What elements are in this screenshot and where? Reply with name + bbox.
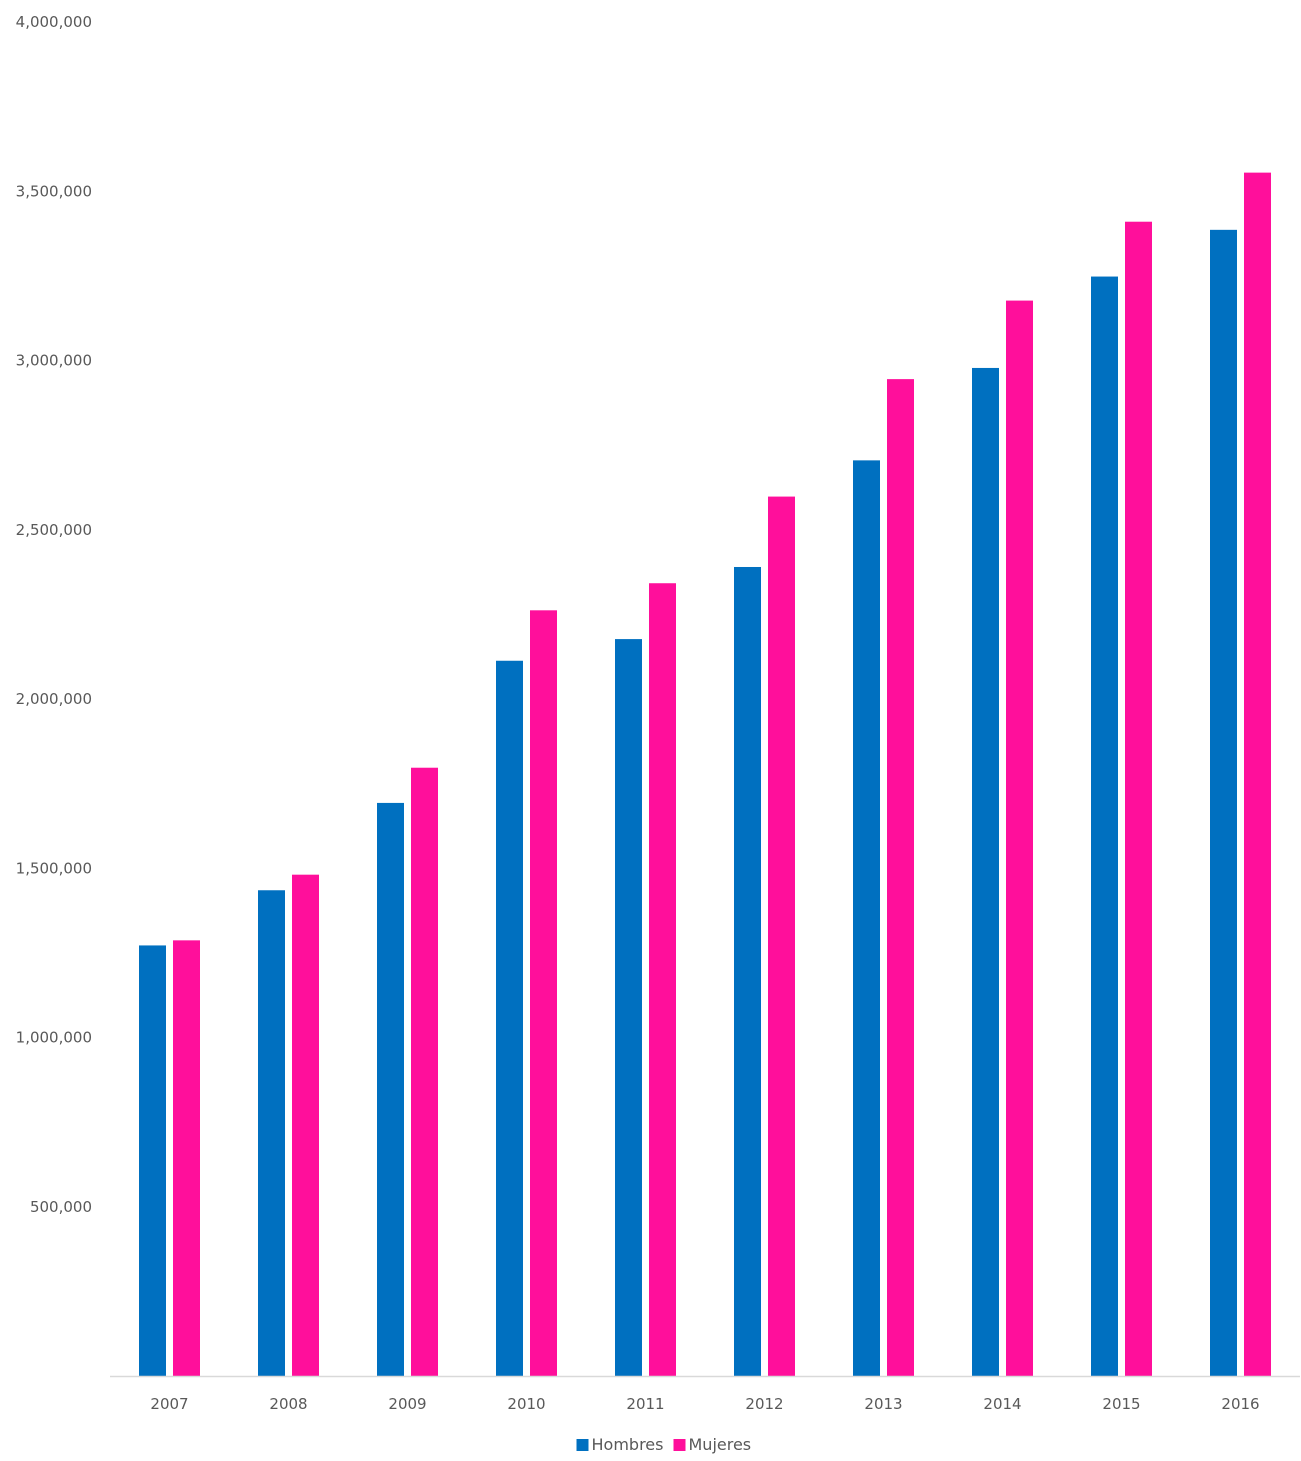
legend-swatch-mujeres — [673, 1439, 686, 1451]
x-tick-label: 2015 — [1102, 1395, 1140, 1413]
y-tick-label: 4,000,000 — [16, 13, 92, 31]
bar-hombres-2009 — [377, 802, 404, 1376]
bar-hombres-2013 — [853, 460, 880, 1376]
y-tick-label: 3,000,000 — [16, 352, 92, 370]
bar-mujeres-2016 — [1244, 172, 1271, 1376]
bar-mujeres-2008 — [292, 874, 319, 1376]
bar-mujeres-2009 — [411, 767, 438, 1376]
y-axis-tick-labels: 500,000 1,000,000 1,500,000 2,000,000 2,500,… — [16, 13, 92, 1216]
bar-mujeres-2010 — [530, 610, 557, 1376]
bar-hombres-2010 — [496, 660, 523, 1376]
bar-mujeres-2014 — [1006, 300, 1033, 1377]
x-tick-label: 2011 — [626, 1395, 664, 1413]
bar-hombres-2008 — [258, 890, 285, 1376]
x-tick-label: 2007 — [150, 1395, 188, 1413]
legend-label-mujeres: Mujeres — [689, 1435, 752, 1454]
bar-hombres-2011 — [615, 639, 642, 1376]
x-tick-label: 2010 — [507, 1395, 545, 1413]
x-tick-label: 2014 — [983, 1395, 1021, 1413]
y-tick-label: 500,000 — [30, 1198, 92, 1216]
x-tick-label: 2013 — [864, 1395, 902, 1413]
y-tick-label: 3,500,000 — [16, 182, 92, 200]
x-axis-tick-labels: 2007 2008 2009 2010 2011 2012 2013 2014 2015 2016 — [150, 1395, 1259, 1413]
bar-mujeres-2011 — [649, 583, 676, 1376]
bar-mujeres-2012 — [768, 496, 795, 1377]
y-tick-label: 2,500,000 — [16, 521, 92, 539]
x-tick-label: 2012 — [745, 1395, 783, 1413]
bar-hombres-2012 — [734, 566, 761, 1376]
y-tick-label: 1,500,000 — [16, 859, 92, 877]
bars — [139, 172, 1271, 1377]
bar-hombres-2015 — [1091, 276, 1118, 1376]
x-tick-label: 2008 — [269, 1395, 307, 1413]
y-tick-label: 1,000,000 — [16, 1029, 92, 1047]
bar-hombres-2014 — [972, 367, 999, 1376]
bar-mujeres-2007 — [173, 940, 200, 1376]
bar-hombres-2007 — [139, 945, 166, 1376]
bar-mujeres-2015 — [1125, 221, 1152, 1377]
bar-hombres-2016 — [1210, 229, 1237, 1377]
legend: Hombres Mujeres — [576, 1435, 752, 1454]
legend-swatch-hombres — [576, 1439, 589, 1451]
bar-mujeres-2013 — [887, 379, 914, 1376]
x-tick-label: 2009 — [388, 1395, 426, 1413]
x-tick-label: 2016 — [1221, 1395, 1259, 1413]
y-tick-label: 2,000,000 — [16, 690, 92, 708]
legend-label-hombres: Hombres — [592, 1435, 664, 1454]
